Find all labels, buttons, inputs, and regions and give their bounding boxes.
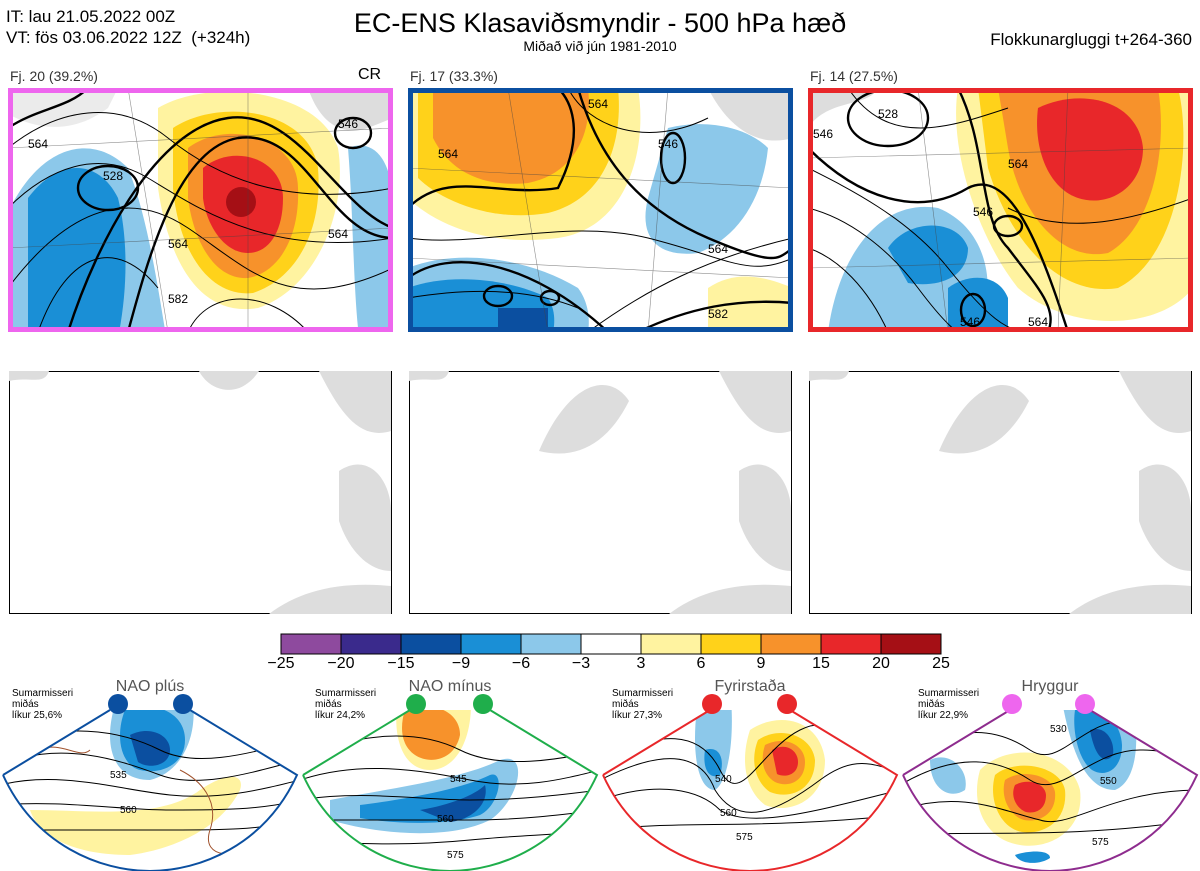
block-dot-right — [777, 694, 797, 714]
cluster-3-border — [808, 88, 1193, 332]
colorbar-segment — [400, 633, 462, 655]
it-line: IT: lau 21.05.2022 00Z — [6, 7, 176, 26]
regime-dots — [108, 694, 1095, 714]
colorbar — [280, 633, 942, 655]
block-dot-left — [702, 694, 722, 714]
regime-ridge-map: 530 550 575 — [902, 709, 1199, 871]
colorbar-segment — [640, 633, 702, 655]
colorbar-tick-label: −25 — [267, 655, 295, 672]
ridge-dot-right — [1075, 694, 1095, 714]
regime-nao-plus-map: 535 560 — [2, 709, 299, 871]
header-times: IT: lau 21.05.2022 00Z VT: fös 03.06.202… — [6, 6, 250, 48]
cluster-3-contour-label: 564 — [1008, 157, 1028, 171]
colorbar-tick-label: −15 — [387, 655, 415, 672]
colorbar-tick-label: 15 — [812, 655, 830, 672]
colorbar-segment — [280, 633, 342, 655]
colorbar-tick-label: −9 — [451, 655, 471, 672]
ridge-dot-left — [1002, 694, 1022, 714]
cluster-1-contour-label: 564 — [328, 227, 348, 241]
colorbar-segment — [700, 633, 762, 655]
regime-3-title: Fyrirstaða — [714, 678, 786, 695]
colorbar-segment — [340, 633, 402, 655]
cluster-2-contour-label: 582 — [708, 307, 728, 321]
colorbar-segment — [520, 633, 582, 655]
cluster-3-contour-label: 546 — [813, 127, 833, 141]
cluster-1-contour-label: 582 — [168, 292, 188, 306]
regime-2-title: NAO mínus — [408, 678, 492, 695]
cluster-1-contour-label: 564 — [28, 137, 48, 151]
cluster-2-map: 564 564 546 564 582 — [408, 88, 793, 332]
colorbar-tick-label: 6 — [696, 655, 706, 672]
colorbar-tick-label: 9 — [756, 655, 766, 672]
regime-3-contour-label: 540 — [715, 774, 732, 785]
cluster-2-contour-label: 564 — [438, 147, 458, 161]
cluster-1-label: Fj. 20 (39.2%) — [10, 68, 98, 84]
regime-4-note: Sumarmisseri miðás líkur 22,9% — [918, 688, 980, 721]
regime-2-contour-label: 560 — [437, 814, 454, 825]
regime-1-note: Sumarmisseri miðás líkur 25,6% — [12, 688, 74, 721]
colorbar-tick-label: 25 — [932, 655, 950, 672]
colorbar-segment — [880, 633, 942, 655]
cluster-3-contour-label: 546 — [960, 315, 980, 329]
cluster-1-border — [8, 88, 393, 332]
regime-1-title: NAO plús — [115, 678, 185, 695]
cluster-3-label: Fj. 14 (27.5%) — [810, 68, 898, 84]
regime-1-contour-label: 535 — [110, 770, 127, 781]
regime-3-contour-label: 575 — [736, 832, 753, 843]
colorbar-segment — [820, 633, 882, 655]
page-subtitle: Miðað við jún 1981-2010 — [523, 38, 677, 54]
colorbar-tick-label: −20 — [327, 655, 355, 672]
regime-2-note: Sumarmisseri miðás líkur 24,2% — [315, 688, 377, 721]
cluster-2-contour-label: 564 — [588, 97, 608, 111]
vt-line: VT: fös 03.06.2022 12Z (+324h) — [6, 28, 251, 47]
cluster-3-contour-label: 546 — [973, 205, 993, 219]
cluster-2-border — [408, 88, 793, 332]
page-title: EC-ENS Klasaviðsmyndir - 500 hPa hæð — [353, 8, 847, 38]
cluster-1-tag: CR — [358, 66, 382, 83]
nao-plus-dot-left — [108, 694, 128, 714]
regime-4-contour-label: 575 — [1092, 837, 1109, 848]
cluster-1-contour-label: 564 — [168, 237, 188, 251]
regime-2-contour-label: 545 — [450, 774, 467, 785]
nao-plus-dot-right — [173, 694, 193, 714]
colorbar-tick-label: 3 — [636, 655, 646, 672]
cluster-3-contour-label: 528 — [878, 107, 898, 121]
colorbar-segment — [460, 633, 522, 655]
cluster-1-contour-label: 546 — [338, 117, 358, 131]
regime-blocking-map: 540 560 575 — [602, 709, 899, 871]
classification-window: Flokkunargluggi t+264-360 — [990, 30, 1192, 49]
empty-map-3 — [809, 371, 1192, 614]
regime-1-contour-label: 560 — [120, 805, 137, 816]
colorbar-segment — [760, 633, 822, 655]
regime-4-contour-label: 530 — [1050, 724, 1067, 735]
cluster-1-map: 564 528 546 564 564 582 — [8, 88, 393, 332]
empty-map-2 — [409, 371, 792, 614]
cluster-1-contour-label: 528 — [103, 169, 123, 183]
empty-map-1 — [9, 371, 392, 614]
colorbar-tick-label: −3 — [571, 655, 591, 672]
nao-minus-dot-right — [473, 694, 493, 714]
regime-3-contour-label: 560 — [720, 808, 737, 819]
colorbar-tick-label: −6 — [511, 655, 531, 672]
regime-3-note: Sumarmisseri miðás líkur 27,3% — [612, 688, 674, 721]
cluster-2-label: Fj. 17 (33.3%) — [410, 68, 498, 84]
regime-nao-minus-map: 545 560 575 — [302, 709, 599, 871]
cluster-3-contour-label: 564 — [1028, 315, 1048, 329]
regime-4-title: Hryggur — [1021, 678, 1079, 695]
cluster-2-contour-label: 546 — [658, 137, 678, 151]
nao-minus-dot-left — [406, 694, 426, 714]
colorbar-tick-label: 20 — [872, 655, 890, 672]
cluster-2-contour-label: 564 — [708, 242, 728, 256]
colorbar-segment — [580, 633, 642, 655]
cluster-3-map: 546 528 564 546 546 564 — [808, 88, 1193, 332]
regime-2-contour-label: 575 — [447, 850, 464, 861]
regime-4-contour-label: 550 — [1100, 776, 1117, 787]
